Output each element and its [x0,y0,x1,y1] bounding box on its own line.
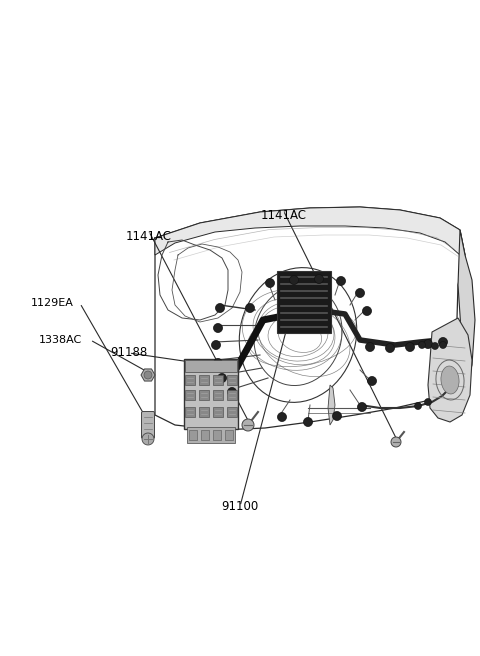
Circle shape [423,340,432,348]
Bar [201,430,209,440]
Bar [213,390,223,400]
Bar [213,407,223,417]
Text: 91188: 91188 [110,346,147,359]
Circle shape [214,323,223,333]
Circle shape [144,371,152,379]
Circle shape [358,403,367,411]
FancyBboxPatch shape [277,271,331,333]
Ellipse shape [441,366,459,394]
Circle shape [432,342,439,350]
Circle shape [217,373,227,382]
Circle shape [424,398,432,405]
Circle shape [245,304,254,312]
Bar [185,390,195,400]
Circle shape [356,289,364,298]
Circle shape [303,417,312,426]
Bar [213,430,221,440]
Polygon shape [155,207,465,255]
Bar [185,407,195,417]
Bar [199,375,209,385]
Circle shape [314,274,324,283]
Bar [225,430,233,440]
Circle shape [265,279,275,287]
Circle shape [365,342,374,352]
Circle shape [362,306,372,316]
Circle shape [415,403,421,409]
Text: 1338AC: 1338AC [38,335,82,345]
Text: 91100: 91100 [221,500,259,513]
Text: 1141AC: 1141AC [260,209,306,222]
Bar [189,430,197,440]
Polygon shape [328,385,335,425]
Circle shape [242,419,254,431]
Circle shape [228,388,237,396]
Circle shape [385,344,395,352]
Bar [199,390,209,400]
Polygon shape [428,318,472,422]
Circle shape [216,304,225,312]
Text: 1141AC: 1141AC [126,230,172,243]
Circle shape [391,437,401,447]
Bar [199,407,209,417]
Circle shape [368,377,376,386]
Circle shape [289,276,299,285]
Circle shape [333,411,341,420]
FancyBboxPatch shape [184,359,238,429]
Bar [213,375,223,385]
Bar [185,360,237,372]
Circle shape [214,358,223,367]
Bar [227,390,237,400]
Circle shape [419,342,425,348]
Circle shape [439,337,447,346]
Bar [227,407,237,417]
Circle shape [142,433,154,445]
Circle shape [406,342,415,352]
FancyBboxPatch shape [187,427,235,443]
Circle shape [212,340,220,350]
Circle shape [440,342,446,348]
Bar [227,375,237,385]
Polygon shape [141,369,155,381]
Circle shape [277,413,287,422]
Circle shape [336,276,346,285]
Text: 1129EA: 1129EA [30,298,73,308]
Bar [185,375,195,385]
Polygon shape [458,230,475,390]
FancyBboxPatch shape [142,411,155,438]
